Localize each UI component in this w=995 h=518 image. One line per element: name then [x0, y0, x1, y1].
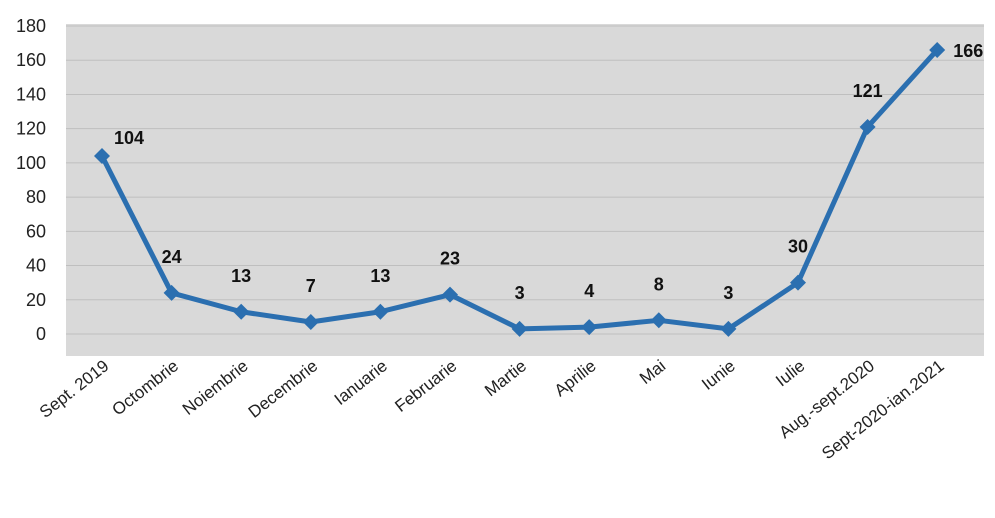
- data-point-marker: [233, 303, 250, 320]
- data-point-marker: [929, 41, 946, 58]
- y-tick-label: 0: [36, 324, 46, 344]
- data-point-marker: [94, 148, 110, 165]
- y-tick-label: 20: [26, 290, 46, 310]
- data-point-marker: [442, 286, 458, 303]
- data-point-marker: [859, 118, 876, 135]
- data-label: 13: [231, 266, 251, 286]
- x-tick-label: Aprilie: [551, 356, 600, 400]
- data-label: 121: [853, 81, 883, 101]
- y-tick-label: 80: [26, 187, 46, 207]
- data-label: 8: [654, 274, 664, 294]
- data-point-marker: [650, 312, 667, 329]
- x-tick-label: Ianuarie: [331, 356, 391, 409]
- data-label: 30: [788, 237, 808, 257]
- y-tick-label: 160: [16, 50, 46, 70]
- data-label: 23: [440, 249, 460, 269]
- data-point-marker: [790, 274, 806, 291]
- x-tick-label: Iulie: [772, 356, 808, 390]
- series-layer: [94, 41, 946, 337]
- x-tick-label: Decembrie: [245, 356, 321, 422]
- data-labels: 104 24 13 7 13 23 3 4 8 3 30 121 166: [114, 41, 983, 303]
- data-label: 3: [723, 283, 733, 303]
- x-tick-label: Octombrie: [109, 356, 182, 419]
- data-label: 13: [370, 266, 390, 286]
- y-tick-label: 140: [16, 84, 46, 104]
- y-tick-label: 60: [26, 221, 46, 241]
- x-tick-label: Februarie: [391, 356, 460, 416]
- data-label: 3: [515, 283, 525, 303]
- data-point-marker: [163, 284, 180, 301]
- x-tick-label: Iunie: [698, 356, 739, 394]
- data-point-marker: [581, 319, 598, 336]
- data-point-marker: [302, 314, 319, 331]
- data-label: 166: [953, 41, 983, 61]
- x-tick-label: Mai: [636, 356, 669, 388]
- y-axis-ticks: 0 20 40 60 80 100 120 140 160 180: [16, 16, 46, 344]
- data-label: 7: [306, 276, 316, 296]
- x-tick-label: Noiembrie: [179, 356, 252, 419]
- data-label: 4: [584, 281, 594, 301]
- x-tick-label: Sept-2020-ian.2021: [818, 356, 947, 463]
- data-label: 104: [114, 128, 144, 148]
- gridlines: [66, 25, 984, 335]
- data-point-marker: [720, 320, 737, 337]
- data-point-marker: [511, 320, 528, 337]
- y-tick-label: 40: [26, 256, 46, 276]
- x-tick-label: Martie: [481, 356, 530, 400]
- plot-area: [66, 24, 984, 356]
- y-tick-label: 100: [16, 153, 46, 173]
- data-label: 24: [162, 247, 182, 267]
- data-point-marker: [372, 303, 389, 320]
- y-tick-label: 180: [16, 16, 46, 36]
- x-tick-label: Sept. 2019: [36, 356, 113, 422]
- y-tick-label: 120: [16, 119, 46, 139]
